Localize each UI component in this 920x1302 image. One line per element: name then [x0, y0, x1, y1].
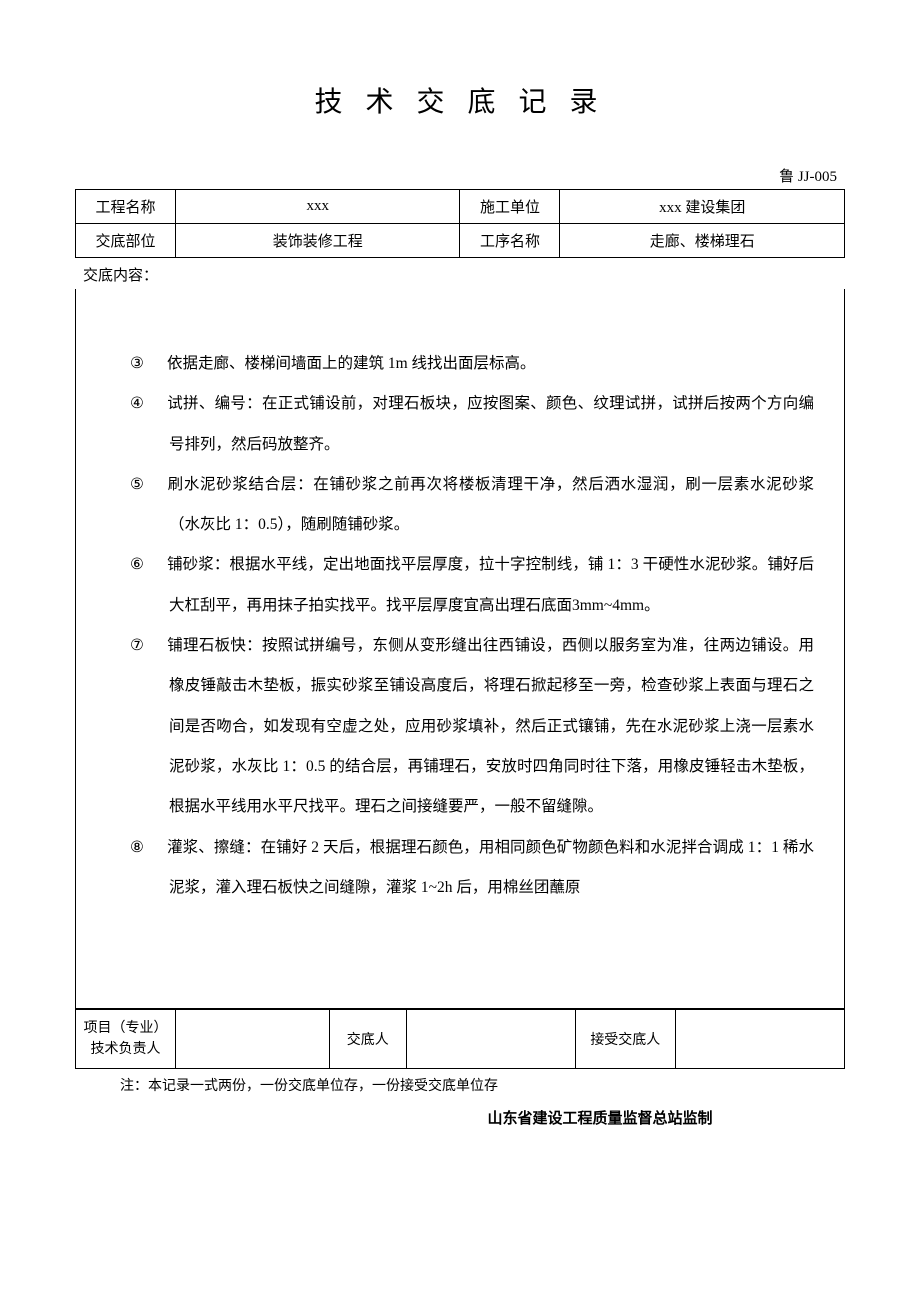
- footer-org: 山东省建设工程质量监督总站监制: [75, 1107, 845, 1128]
- content-body: ③ 依据走廊、楼梯间墙面上的建筑 1m 线找出面层标高。 ④试拼、编号：在正式铺设…: [75, 289, 845, 1009]
- item-text: 灌浆、擦缝：在铺好 2 天后，根据理石颜色，用相同颜色矿物颜色料和水泥拌合调成 …: [167, 839, 814, 896]
- blank-project-leader: [175, 1010, 329, 1069]
- item-text: 试拼、编号：在正式铺设前，对理石板块，应按图案、颜色、纹理试拼，试拼后按两个方向…: [167, 395, 814, 452]
- item-number: ⑥: [141, 545, 161, 585]
- content-item: ⑧灌浆、擦缝：在铺好 2 天后，根据理石颜色，用相同颜色矿物颜色料和水泥拌合调成…: [141, 828, 814, 909]
- label-disclosure-part: 交底部位: [76, 224, 176, 258]
- label-project-leader: 项目（专业）技术负责人: [76, 1010, 176, 1069]
- label-receiver: 接受交底人: [575, 1010, 675, 1069]
- content-item: ⑤刷水泥砂浆结合层：在铺砂浆之前再次将楼板清理干净，然后洒水湿润，刷一层素水泥砂…: [141, 465, 814, 546]
- content-item: ④试拼、编号：在正式铺设前，对理石板块，应按图案、颜色、纹理试拼，试拼后按两个方…: [141, 384, 814, 465]
- content-item: ③ 依据走廊、楼梯间墙面上的建筑 1m 线找出面层标高。: [141, 344, 814, 384]
- table-row: 项目（专业）技术负责人 交底人 接受交底人: [76, 1010, 845, 1069]
- item-number: ③: [141, 344, 161, 384]
- footer-note: 注：本记录一式两份，一份交底单位存，一份接受交底单位存: [75, 1075, 845, 1095]
- content-item: ⑥铺砂浆：根据水平线，定出地面找平层厚度，拉十字控制线，铺 1：3 干硬性水泥砂…: [141, 545, 814, 626]
- item-number: ④: [141, 384, 161, 424]
- table-row: 工程名称 xxx 施工单位 xxx 建设集团: [76, 190, 845, 224]
- table-row: 交底部位 装饰装修工程 工序名称 走廊、楼梯理石: [76, 224, 845, 258]
- document-title: 技 术 交 底 记 录: [75, 80, 845, 120]
- value-project-name: xxx: [175, 190, 460, 224]
- content-item: ⑦铺理石板快：按照试拼编号，东侧从变形缝出往西铺设，西侧以服务室为准，往两边铺设…: [141, 626, 814, 827]
- label-process-name: 工序名称: [460, 224, 560, 258]
- item-text: 依据走廊、楼梯间墙面上的建筑 1m 线找出面层标高。: [167, 355, 536, 372]
- label-construction-unit: 施工单位: [460, 190, 560, 224]
- header-info-table: 工程名称 xxx 施工单位 xxx 建设集团 交底部位 装饰装修工程 工序名称 …: [75, 189, 845, 258]
- label-project-name: 工程名称: [76, 190, 176, 224]
- document-id: 鲁 JJ-005: [75, 165, 845, 186]
- item-number: ⑧: [141, 828, 161, 868]
- label-disclosure-person: 交底人: [329, 1010, 406, 1069]
- item-number: ⑤: [141, 465, 161, 505]
- signature-table: 项目（专业）技术负责人 交底人 接受交底人: [75, 1009, 845, 1069]
- content-section-label: 交底内容：: [75, 260, 845, 289]
- value-construction-unit: xxx 建设集团: [560, 190, 845, 224]
- item-text: 铺砂浆：根据水平线，定出地面找平层厚度，拉十字控制线，铺 1：3 干硬性水泥砂浆…: [167, 556, 814, 613]
- value-process-name: 走廊、楼梯理石: [560, 224, 845, 258]
- item-text: 刷水泥砂浆结合层：在铺砂浆之前再次将楼板清理干净，然后洒水湿润，刷一层素水泥砂浆…: [167, 476, 814, 533]
- item-number: ⑦: [141, 626, 161, 666]
- blank-receiver: [675, 1010, 844, 1069]
- item-text: 铺理石板快：按照试拼编号，东侧从变形缝出往西铺设，西侧以服务室为准，往两边铺设。…: [167, 637, 814, 815]
- value-disclosure-part: 装饰装修工程: [175, 224, 460, 258]
- blank-disclosure-person: [406, 1010, 575, 1069]
